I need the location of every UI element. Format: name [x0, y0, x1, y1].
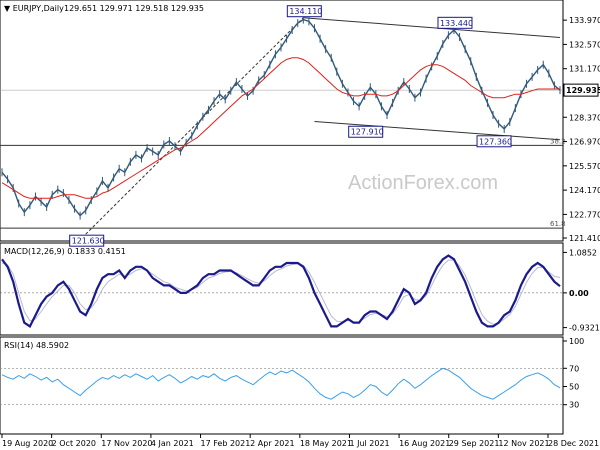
macd-tick-label: 1.0852 — [569, 248, 597, 257]
macd-signal-line — [1, 259, 561, 325]
macd-tick-label: 0.00 — [569, 289, 589, 298]
ohlc-values: 129.651 129.971 129.518 129.935 — [64, 4, 204, 13]
annotation-box — [286, 5, 322, 18]
annotation-label: 134.110 — [289, 7, 322, 16]
trend-dashed-line — [85, 17, 304, 235]
x-tick-label: 16 Aug 2021 — [399, 439, 450, 448]
annotation-label: 127.910 — [351, 128, 384, 137]
macd-tick-label: -0.9321 — [569, 324, 600, 333]
annotation-box — [348, 125, 384, 138]
fib-label: 61.8 — [550, 220, 566, 228]
macd-line — [1, 254, 561, 329]
y-tick-label: 128.370 — [569, 113, 600, 122]
x-tick-label: 28 Dec 2021 — [548, 439, 599, 448]
macd-title: MACD(12,26,9) 0.1833 0.4151 — [4, 247, 126, 256]
macd-series: 1.0852 0.00 -0.9321 — [0, 248, 600, 333]
y-tick-label: 132.570 — [569, 40, 600, 49]
rsi-tick-label: 70 — [569, 364, 579, 373]
annotation-box — [476, 135, 512, 148]
trend-channel — [85, 17, 561, 235]
rsi-line — [1, 367, 561, 400]
y-tick-label: 131.170 — [569, 65, 600, 74]
rsi-tick-label: 30 — [569, 401, 579, 410]
rsi-series: 100 70 50 30 — [0, 337, 584, 410]
rsi-title: RSI(14) 48.5902 — [4, 341, 69, 350]
price-series — [1, 15, 561, 220]
watermark: ActionForex.com — [348, 172, 498, 194]
rsi-tick-label: 50 — [569, 383, 579, 392]
chart-title: ▼ EURJPY,Daily — [4, 4, 64, 13]
y-tick-label: 122.770 — [569, 210, 600, 219]
x-tick-label: 4 Jan 2021 — [151, 439, 194, 448]
channel-bottom-line — [314, 121, 561, 141]
y-tick-label: 125.570 — [569, 162, 600, 171]
x-tick-label: 18 May 2021 — [300, 439, 352, 448]
x-tick-label: 2 Oct 2020 — [52, 439, 96, 448]
rsi-panel — [0, 336, 564, 435]
macd-panel — [0, 242, 564, 336]
annotation-box — [437, 16, 473, 29]
x-tick-label: 17 Feb 2021 — [201, 439, 251, 448]
last-price-box — [563, 83, 599, 97]
x-tick-label: 1 Jul 2021 — [349, 439, 389, 448]
price-annotations: 134.110 133.440 127.910 127.360 121.630 — [69, 5, 512, 247]
price-panel — [0, 0, 564, 242]
fib-label: 38.2 — [550, 137, 566, 145]
x-tick-label: 29 Sep 2021 — [449, 439, 500, 448]
y-axis-labels: 133.970 132.570 131.170 128.370 126.970 125.5… — [563, 16, 600, 243]
y-tick-label: 121.410 — [569, 234, 600, 243]
x-tick-label: 17 Nov 2020 — [101, 439, 152, 448]
rsi-tick-label: 100 — [569, 337, 584, 346]
y-tick-label: 124.170 — [569, 186, 600, 195]
annotation-label: 127.360 — [479, 137, 512, 146]
annotation-label: 133.440 — [440, 19, 473, 28]
grid-lines: 38.2 61.8 — [0, 89, 566, 229]
y-tick-label: 133.970 — [569, 16, 600, 25]
sma-line — [1, 57, 560, 199]
x-tick-label: 19 Aug 2020 — [2, 439, 53, 448]
annotation-label: 121.630 — [72, 237, 105, 246]
x-tick-label: 12 Nov 2021 — [498, 439, 549, 448]
x-tick-label: 2 Apr 2021 — [250, 439, 294, 448]
annotation-box — [69, 234, 105, 247]
last-price-label: 129.935 — [566, 86, 600, 95]
y-tick-label: 126.970 — [569, 138, 600, 147]
channel-top-line — [303, 17, 561, 39]
